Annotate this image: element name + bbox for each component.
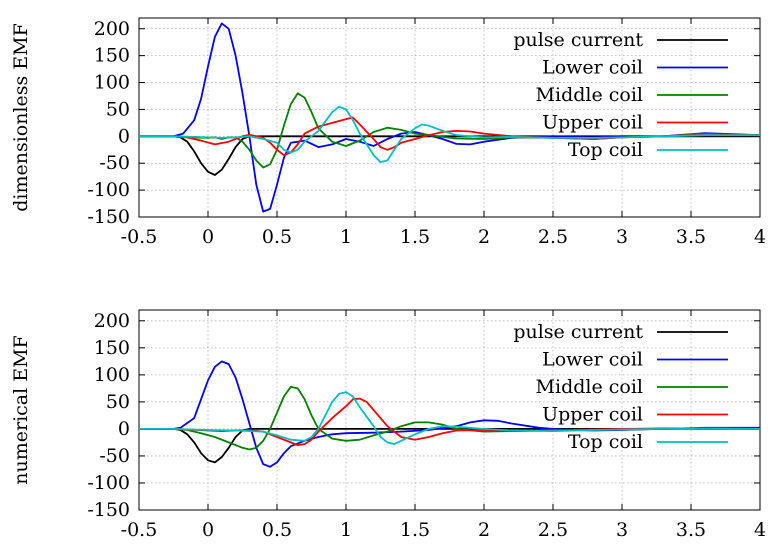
y-tick-label: 150 bbox=[94, 337, 130, 359]
x-tick-label: 4 bbox=[754, 226, 766, 248]
chart-panel-1: -0.5 0 0.5 1 1.5 2 2.5 3 3.5 4 200 150 100 50 0 -50 -100… bbox=[10, 17, 766, 248]
series-line-upper-coil bbox=[139, 397, 760, 447]
y-tick-label: -50 bbox=[99, 152, 130, 174]
y-tick-label: -150 bbox=[87, 499, 130, 521]
legend-label: Upper coil bbox=[542, 112, 643, 134]
y-tick-label: -100 bbox=[87, 472, 130, 494]
legend-label: Top coil bbox=[568, 431, 643, 453]
y-tick-label: -150 bbox=[87, 206, 130, 228]
legend-label: Lower coil bbox=[542, 57, 643, 79]
grid-lines bbox=[139, 310, 760, 510]
x-tick-label: 1.5 bbox=[400, 226, 430, 248]
y-tick-label: -100 bbox=[87, 179, 130, 201]
legend-label: pulse current bbox=[513, 321, 643, 343]
x-tick-label: -0.5 bbox=[121, 519, 158, 541]
x-tick-label: 2 bbox=[478, 519, 490, 541]
legend-label: Lower coil bbox=[542, 349, 643, 371]
series-line-top-coil bbox=[139, 391, 760, 446]
legend-label: pulse current bbox=[513, 29, 643, 51]
y-tick-label: -50 bbox=[99, 445, 130, 467]
series-line-middle-coil bbox=[139, 92, 760, 169]
y-tick-label: 150 bbox=[94, 45, 130, 67]
plot-frame bbox=[138, 309, 761, 511]
x-tick-label: 2.5 bbox=[538, 519, 568, 541]
x-tick-label: 0 bbox=[202, 226, 214, 248]
x-tick-label: 0 bbox=[202, 519, 214, 541]
x-tick-label: 3.5 bbox=[676, 226, 706, 248]
series-line-top-coil bbox=[139, 105, 760, 164]
x-tick-label: 2.5 bbox=[538, 226, 568, 248]
series-line-pulse-current bbox=[139, 427, 760, 464]
legend-label: Upper coil bbox=[542, 404, 643, 426]
chart-panel-2: -0.5 0 0.5 1 1.5 2 2.5 3 3.5 4 200 150 100 50 0 -50 -100… bbox=[10, 309, 766, 541]
x-tick-label: 0.5 bbox=[262, 519, 292, 541]
x-tick-label: 2 bbox=[478, 226, 490, 248]
y-tick-label: 50 bbox=[106, 391, 130, 413]
series-line-lower-coil bbox=[139, 22, 760, 213]
legend-label: Top coil bbox=[568, 139, 643, 161]
x-tick-label: 3 bbox=[616, 519, 628, 541]
series-group bbox=[139, 22, 760, 213]
legend: pulse current Lower coil Middle coil Upper … bbox=[513, 29, 728, 161]
y-tick-label: 0 bbox=[118, 125, 130, 147]
x-tick-label: 3 bbox=[616, 226, 628, 248]
x-tick-label: 4 bbox=[754, 519, 766, 541]
x-tick-label: 1 bbox=[340, 226, 352, 248]
x-tick-label: -0.5 bbox=[121, 226, 158, 248]
x-tick-label: 1 bbox=[340, 519, 352, 541]
series-line-middle-coil bbox=[139, 385, 760, 451]
y-tick-label: 200 bbox=[94, 310, 130, 332]
y-tick-label: 0 bbox=[118, 418, 130, 440]
legend: pulse current Lower coil Middle coil Upper … bbox=[513, 321, 728, 453]
grid-lines bbox=[139, 18, 760, 217]
legend-label: Middle coil bbox=[536, 84, 643, 106]
y-tick-label: 50 bbox=[106, 98, 130, 120]
y-tick-label: 200 bbox=[94, 18, 130, 40]
x-tick-label: 0.5 bbox=[262, 226, 292, 248]
y-axis-label: dimensionless EMF bbox=[10, 23, 32, 212]
plot-frame bbox=[138, 17, 761, 218]
series-group bbox=[139, 360, 760, 468]
y-tick-label: 100 bbox=[94, 72, 130, 94]
y-tick-label: 100 bbox=[94, 364, 130, 386]
y-axis-label: numerical EMF bbox=[10, 335, 32, 485]
x-tick-label: 3.5 bbox=[676, 519, 706, 541]
legend-label: Middle coil bbox=[536, 376, 643, 398]
x-tick-label: 1.5 bbox=[400, 519, 430, 541]
